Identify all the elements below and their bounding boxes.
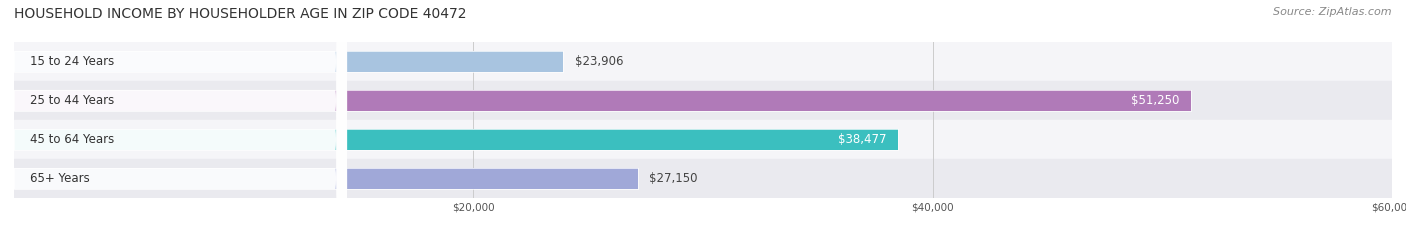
FancyBboxPatch shape — [0, 0, 347, 233]
FancyBboxPatch shape — [0, 0, 347, 233]
Bar — [14, 51, 562, 72]
Text: $23,906: $23,906 — [575, 55, 623, 68]
Text: $38,477: $38,477 — [838, 133, 886, 146]
FancyBboxPatch shape — [0, 0, 347, 233]
Text: $27,150: $27,150 — [650, 172, 697, 185]
Bar — [14, 81, 1392, 120]
Bar — [14, 90, 1191, 111]
Text: HOUSEHOLD INCOME BY HOUSEHOLDER AGE IN ZIP CODE 40472: HOUSEHOLD INCOME BY HOUSEHOLDER AGE IN Z… — [14, 7, 467, 21]
Text: 45 to 64 Years: 45 to 64 Years — [30, 133, 114, 146]
FancyBboxPatch shape — [0, 0, 347, 233]
Bar — [14, 168, 637, 189]
Bar — [14, 129, 897, 150]
Bar — [14, 159, 1392, 198]
Bar — [14, 129, 897, 150]
Bar — [14, 120, 1392, 159]
Bar — [14, 168, 637, 189]
Bar — [14, 51, 562, 72]
Text: $51,250: $51,250 — [1132, 94, 1180, 107]
Text: Source: ZipAtlas.com: Source: ZipAtlas.com — [1274, 7, 1392, 17]
Text: 15 to 24 Years: 15 to 24 Years — [30, 55, 114, 68]
Bar — [14, 90, 1191, 111]
Bar — [14, 42, 1392, 81]
Text: 65+ Years: 65+ Years — [30, 172, 90, 185]
Text: 25 to 44 Years: 25 to 44 Years — [30, 94, 114, 107]
